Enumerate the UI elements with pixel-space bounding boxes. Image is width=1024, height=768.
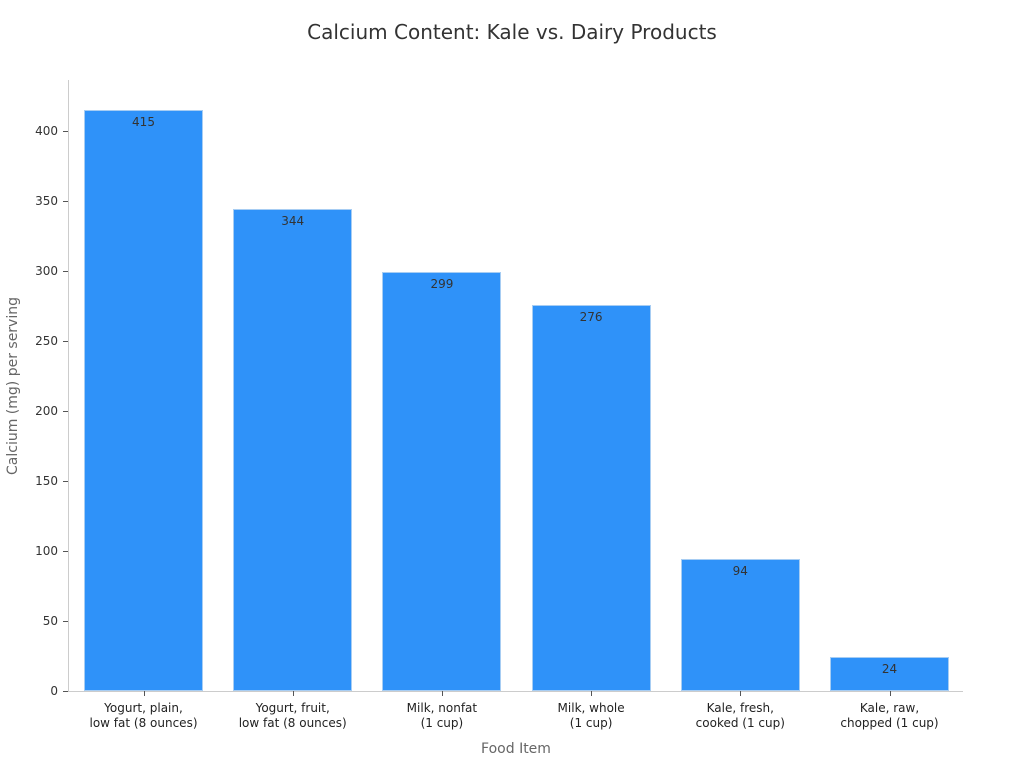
y-tick-mark bbox=[63, 691, 68, 692]
x-tick-mark bbox=[143, 691, 145, 696]
x-tick-label-line: Yogurt, fruit, bbox=[255, 701, 330, 715]
x-tick-mark bbox=[889, 691, 891, 696]
y-tick-label: 0 bbox=[50, 684, 58, 698]
bar[interactable]: 415 bbox=[84, 110, 203, 691]
x-tick-label-line: cooked (1 cup) bbox=[695, 716, 785, 730]
y-tick-mark bbox=[63, 201, 68, 202]
bar[interactable]: 24 bbox=[830, 657, 949, 691]
y-tick-label: 350 bbox=[35, 194, 58, 208]
y-tick-label: 50 bbox=[42, 614, 58, 628]
y-tick-mark bbox=[63, 341, 68, 342]
y-tick-label: 300 bbox=[35, 264, 58, 278]
x-tick-label-line: Milk, whole bbox=[557, 701, 625, 715]
x-tick-label: Yogurt, plain, low fat (8 ounces) bbox=[64, 701, 224, 731]
y-axis-line bbox=[68, 80, 69, 692]
y-tick: 250 bbox=[0, 334, 68, 355]
x-tick-label-line: Milk, nonfat bbox=[406, 701, 478, 715]
x-tick-label: Kale, raw, chopped (1 cup) bbox=[810, 701, 970, 731]
x-tick-label-line: low fat (8 ounces) bbox=[238, 716, 347, 730]
y-tick-mark bbox=[63, 621, 68, 622]
x-axis-label: Food Item bbox=[481, 741, 551, 757]
x-tick-mark bbox=[740, 691, 742, 696]
y-tick: 50 bbox=[0, 614, 68, 635]
bar-value-label: 24 bbox=[881, 662, 898, 677]
y-tick-label: 400 bbox=[35, 124, 58, 138]
x-tick-label: Yogurt, fruit, low fat (8 ounces) bbox=[213, 701, 373, 731]
bar-value-label: 94 bbox=[732, 564, 748, 579]
y-tick: 400 bbox=[0, 124, 68, 145]
bar[interactable]: 276 bbox=[531, 304, 651, 691]
x-tick-label-line: (1 cup) bbox=[420, 716, 464, 730]
chart-title: Calcium Content: Kale vs. Dairy Products bbox=[307, 20, 717, 44]
bar[interactable]: 299 bbox=[382, 272, 502, 691]
x-tick-label-line: Kale, raw, bbox=[859, 701, 920, 715]
x-tick-label: Milk, nonfat (1 cup) bbox=[362, 701, 522, 731]
y-tick-mark bbox=[63, 131, 68, 132]
y-tick: 150 bbox=[0, 474, 68, 495]
y-tick: 0 bbox=[0, 684, 68, 705]
bar-value-label: 415 bbox=[132, 115, 155, 129]
y-tick-label: 100 bbox=[35, 544, 58, 558]
y-tick: 100 bbox=[0, 544, 68, 565]
y-tick-label: 250 bbox=[35, 334, 58, 348]
x-tick-label-line: (1 cup) bbox=[569, 716, 613, 730]
bar-value-label: 299 bbox=[430, 277, 454, 292]
y-axis-label: Calcium (mg) per serving bbox=[5, 297, 21, 475]
x-tick-mark bbox=[591, 691, 593, 696]
y-tick-mark bbox=[63, 481, 68, 482]
y-tick: 350 bbox=[0, 194, 68, 215]
y-tick: 200 bbox=[0, 404, 68, 425]
bar-value-label: 344 bbox=[281, 214, 305, 229]
y-tick: 300 bbox=[0, 264, 68, 285]
x-tick-label-line: chopped (1 cup) bbox=[840, 716, 939, 730]
x-tick-mark bbox=[441, 691, 443, 696]
bar[interactable]: 94 bbox=[680, 559, 800, 691]
x-tick-label: Kale, fresh, cooked (1 cup) bbox=[660, 701, 820, 731]
x-tick-label-line: Yogurt, plain, bbox=[104, 701, 183, 715]
y-tick-label: 200 bbox=[35, 404, 58, 418]
y-tick-label: 150 bbox=[35, 474, 58, 488]
y-tick-mark bbox=[63, 411, 68, 412]
x-tick-label-line: Kale, fresh, bbox=[706, 701, 774, 715]
x-tick-mark bbox=[292, 691, 294, 696]
x-tick-label-line: low fat (8 ounces) bbox=[89, 716, 198, 730]
y-tick-mark bbox=[63, 551, 68, 552]
x-tick-label: Milk, whole (1 cup) bbox=[511, 701, 671, 731]
bar[interactable]: 344 bbox=[233, 209, 353, 691]
bar-value-label: 276 bbox=[579, 309, 603, 324]
x-axis-line bbox=[68, 691, 963, 692]
y-tick-mark bbox=[63, 271, 68, 272]
